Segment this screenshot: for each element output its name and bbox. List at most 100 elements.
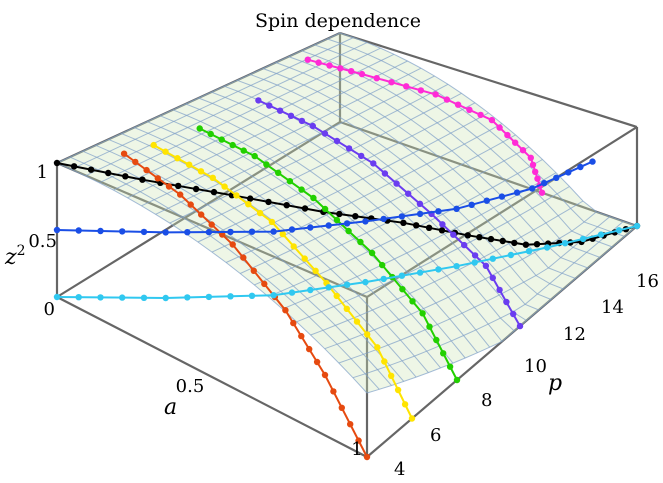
series-point xyxy=(53,159,61,167)
series-point xyxy=(541,179,548,187)
p-axis-ticks: 4 6 8 10 12 14 16 xyxy=(394,271,659,480)
series-point xyxy=(379,261,386,269)
series-point xyxy=(534,175,541,182)
series-point xyxy=(525,248,533,255)
p-tick-1: 6 xyxy=(430,425,441,446)
series-point xyxy=(408,415,416,422)
series-point xyxy=(432,91,439,98)
series-point xyxy=(325,284,332,291)
series-point xyxy=(321,205,329,213)
series-point xyxy=(162,148,169,155)
mesh-line xyxy=(211,91,515,332)
box-edge xyxy=(56,161,368,299)
series-point xyxy=(440,350,447,357)
mesh-line xyxy=(159,115,466,359)
series-point xyxy=(529,161,537,168)
series-point xyxy=(522,241,530,248)
p-tick-5: 14 xyxy=(601,297,624,318)
series-point xyxy=(362,218,369,225)
series-point xyxy=(150,141,157,149)
series-point xyxy=(482,262,490,269)
series-point xyxy=(561,240,569,247)
series-point xyxy=(488,116,496,124)
series-point xyxy=(139,176,146,183)
series-point xyxy=(476,234,483,241)
series-point xyxy=(413,222,420,229)
series-point xyxy=(268,218,276,226)
z-axis-label: z2 xyxy=(4,243,26,270)
series-point xyxy=(192,185,200,193)
series-point xyxy=(337,65,344,72)
series-point xyxy=(454,101,462,108)
series-point xyxy=(208,221,215,228)
series-point xyxy=(363,453,371,461)
series-point xyxy=(310,194,317,202)
series-point xyxy=(435,266,442,273)
p-tick-3: 10 xyxy=(524,356,547,377)
series-point xyxy=(538,189,546,196)
series-point xyxy=(290,319,297,327)
series-point xyxy=(381,170,389,177)
series-point xyxy=(122,173,129,180)
series-point xyxy=(409,298,416,305)
series-point xyxy=(304,56,311,63)
series-point xyxy=(162,294,169,302)
series-point xyxy=(433,336,440,344)
series-point xyxy=(140,294,148,301)
box-edge xyxy=(366,126,638,298)
a-tick-0: 0.5 xyxy=(176,376,205,397)
series-point xyxy=(353,318,361,325)
series-point xyxy=(279,230,286,238)
series-point xyxy=(119,228,126,235)
mesh-line xyxy=(236,79,539,311)
series-point xyxy=(298,117,306,125)
series-point xyxy=(466,106,473,114)
p-axis-label: p xyxy=(548,371,562,396)
series-point xyxy=(513,189,521,196)
mesh-line xyxy=(146,121,454,364)
series-point xyxy=(426,323,433,330)
series-point xyxy=(416,269,424,276)
series-point xyxy=(288,289,296,296)
series-point xyxy=(248,228,256,235)
series-point xyxy=(233,192,240,199)
series-point xyxy=(615,227,623,234)
series-point xyxy=(240,254,247,261)
series-point xyxy=(345,145,353,152)
mesh-line xyxy=(314,44,613,248)
z-tick-1: 0.5 xyxy=(28,231,57,252)
series-point xyxy=(503,298,510,306)
series-point xyxy=(527,154,534,161)
series-point xyxy=(276,107,284,114)
series-point xyxy=(533,241,541,248)
chart-title: Spin dependence xyxy=(255,10,421,32)
series-point xyxy=(306,345,313,353)
series-point xyxy=(633,222,641,230)
series-point xyxy=(227,293,234,300)
series-point xyxy=(368,249,376,257)
series-point xyxy=(510,310,517,318)
series-point xyxy=(355,437,362,444)
series-point xyxy=(403,83,410,90)
series-point xyxy=(589,158,596,165)
mesh-line xyxy=(288,56,589,269)
series-point xyxy=(388,79,395,86)
series-point xyxy=(443,96,451,103)
mesh-line xyxy=(339,32,638,227)
series-point xyxy=(53,293,61,301)
series-point xyxy=(417,87,425,94)
series-point xyxy=(380,275,387,283)
mesh-line xyxy=(326,38,625,237)
series-point xyxy=(489,255,496,262)
series-point xyxy=(453,376,461,384)
series-point xyxy=(532,168,539,175)
series-point xyxy=(471,252,479,259)
series-point xyxy=(489,274,496,282)
box-edge xyxy=(339,31,638,129)
surface-fill xyxy=(57,33,637,393)
series-point xyxy=(487,235,495,243)
series-point xyxy=(313,358,321,366)
surface-mesh xyxy=(56,32,638,394)
series-point xyxy=(75,227,82,234)
